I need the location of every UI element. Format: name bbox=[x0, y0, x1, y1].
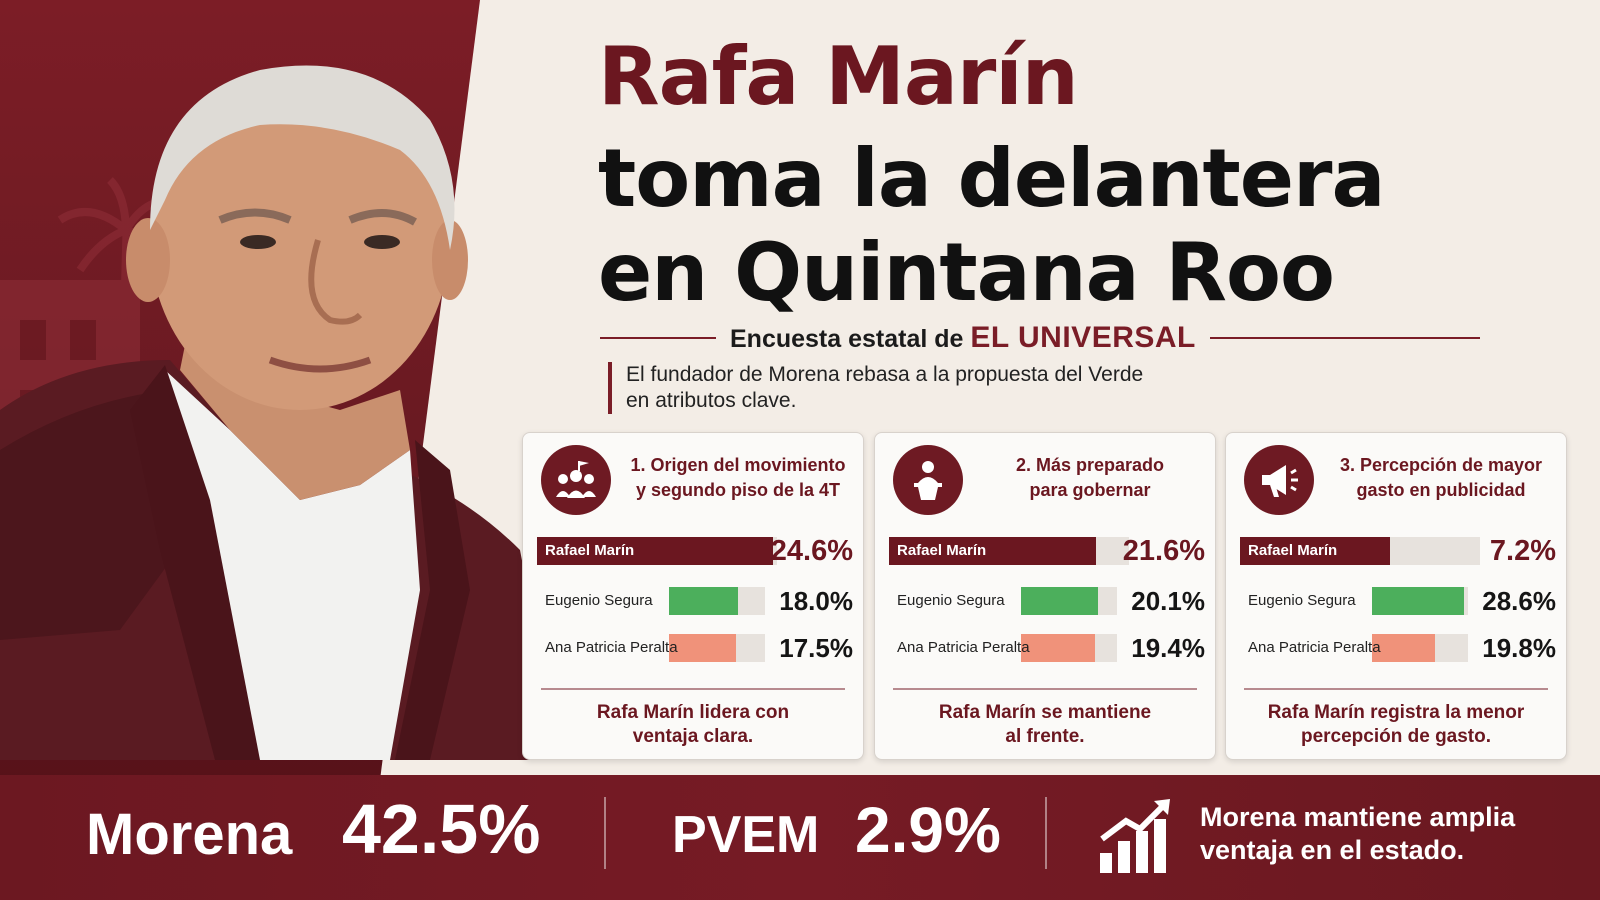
bar-row: Ana Patricia Peralta 19.4% bbox=[889, 630, 1205, 666]
bar bbox=[889, 537, 1096, 565]
banner-separator bbox=[1045, 797, 1047, 869]
megaphone-icon bbox=[1244, 445, 1314, 515]
card-title: 1. Origen del movimiento y segundo piso d… bbox=[621, 453, 855, 503]
lead-line-2: en atributos clave. bbox=[626, 389, 797, 412]
bar bbox=[1240, 537, 1390, 565]
card-note: Rafa Marín registra la menor percepción d… bbox=[1240, 701, 1552, 749]
card-note-line-1: Rafa Marín lidera con bbox=[596, 702, 790, 723]
card-title-line-2: y segundo piso de la 4T bbox=[635, 480, 841, 500]
bar-track bbox=[1372, 587, 1468, 615]
survey-card-origin: 1. Origen del movimiento y segundo piso d… bbox=[522, 432, 864, 760]
bar-row: Rafael Marín 7.2% bbox=[1240, 533, 1556, 569]
bar-value-label: 21.6% bbox=[1122, 535, 1205, 567]
lead-line-1: El fundador de Morena rebasa a la propue… bbox=[626, 363, 1144, 386]
card-divider bbox=[541, 688, 845, 690]
banner-note-line-1: Morena mantiene amplia bbox=[1200, 802, 1516, 832]
bar-value-label: 18.0% bbox=[779, 586, 853, 616]
bar-track bbox=[1021, 587, 1117, 615]
card-title-line-1: 1. Origen del movimiento bbox=[630, 455, 846, 475]
headline-line-2: toma la delantera bbox=[598, 132, 1385, 225]
candidate-name: Rafael Marín bbox=[897, 542, 987, 559]
headline-line-3: en Quintana Roo bbox=[598, 226, 1335, 319]
card-note-line-2: percepción de gasto. bbox=[1300, 726, 1492, 747]
bar-value-label: 19.4% bbox=[1131, 633, 1205, 663]
bar bbox=[1021, 587, 1098, 615]
candidate-name: Eugenio Segura bbox=[545, 592, 653, 609]
results-banner: Morena 42.5% PVEM 2.9% Morena mantiene a… bbox=[0, 775, 1600, 900]
bar-track bbox=[889, 537, 1129, 565]
lead-paragraph: El fundador de Morena rebasa a la propue… bbox=[608, 362, 1248, 414]
bar-row: Ana Patricia Peralta 19.8% bbox=[1240, 630, 1556, 666]
bar-value-label: 17.5% bbox=[779, 633, 853, 663]
bar-value-label: 20.1% bbox=[1131, 586, 1205, 616]
bar bbox=[1372, 634, 1435, 662]
candidate-name: Ana Patricia Peralta bbox=[1248, 639, 1381, 656]
bar-value-label: 24.6% bbox=[770, 535, 853, 567]
card-title: 2. Más preparado para gobernar bbox=[973, 453, 1207, 503]
subtitle-rule-left bbox=[600, 337, 716, 339]
subtitle-prefix: Encuesta estatal de bbox=[730, 325, 964, 353]
bar-track bbox=[669, 587, 765, 615]
bar bbox=[1372, 587, 1464, 615]
bar-value-label: 19.8% bbox=[1482, 633, 1556, 663]
card-note: Rafa Marín lidera con ventaja clara. bbox=[537, 701, 849, 749]
bar bbox=[669, 587, 738, 615]
bar-track bbox=[1240, 537, 1480, 565]
card-note-line-2: al frente. bbox=[1005, 726, 1085, 747]
bar-track bbox=[1021, 634, 1117, 662]
bar bbox=[669, 634, 736, 662]
bar-row: Eugenio Segura 28.6% bbox=[1240, 583, 1556, 619]
banner-note: Morena mantiene amplia ventaja en el est… bbox=[1200, 801, 1580, 867]
bar-row: Rafael Marín 21.6% bbox=[889, 533, 1205, 569]
subtitle: Encuesta estatal de EL UNIVERSAL bbox=[730, 321, 1196, 355]
morena-label: Morena bbox=[86, 802, 293, 867]
pvem-value: 2.9% bbox=[855, 794, 1001, 866]
card-title-line-2: gasto en publicidad bbox=[1356, 480, 1526, 500]
speaker-podium-icon bbox=[893, 445, 963, 515]
bar-row: Eugenio Segura 20.1% bbox=[889, 583, 1205, 619]
pvem-label: PVEM bbox=[672, 806, 820, 864]
people-flag-icon bbox=[541, 445, 611, 515]
candidate-portrait bbox=[0, 65, 560, 760]
card-title: 3. Percepción de mayor gasto en publicida… bbox=[1324, 453, 1558, 503]
bar-track bbox=[669, 634, 765, 662]
bar bbox=[1021, 634, 1095, 662]
card-divider bbox=[893, 688, 1197, 690]
card-title-line-2: para gobernar bbox=[1029, 480, 1151, 500]
card-note-line-1: Rafa Marín registra la menor bbox=[1267, 702, 1525, 723]
card-title-line-1: 3. Percepción de mayor bbox=[1339, 455, 1543, 475]
bar-value-label: 7.2% bbox=[1489, 535, 1556, 567]
card-note-line-1: Rafa Marín se mantiene bbox=[938, 702, 1152, 723]
survey-card-advertising: 3. Percepción de mayor gasto en publicida… bbox=[1225, 432, 1567, 760]
candidate-name: Eugenio Segura bbox=[897, 592, 1005, 609]
banner-separator bbox=[604, 797, 606, 869]
bar-row: Ana Patricia Peralta 17.5% bbox=[537, 630, 853, 666]
candidate-name: Rafael Marín bbox=[1248, 542, 1338, 559]
banner-note-line-2: ventaja en el estado. bbox=[1200, 835, 1465, 865]
bar bbox=[537, 537, 773, 565]
survey-card-prepared: 2. Más preparado para gobernar Rafael Marí… bbox=[874, 432, 1216, 760]
bar-value-label: 28.6% bbox=[1482, 586, 1556, 616]
card-note-line-2: ventaja clara. bbox=[632, 726, 754, 747]
subtitle-row: Encuesta estatal de EL UNIVERSAL bbox=[600, 318, 1480, 358]
candidate-name: Ana Patricia Peralta bbox=[897, 639, 1030, 656]
headline-candidate-name: Rafa Marín bbox=[598, 30, 1079, 123]
candidate-name: Eugenio Segura bbox=[1248, 592, 1356, 609]
bar-row: Rafael Marín 24.6% bbox=[537, 533, 853, 569]
subtitle-brand: EL UNIVERSAL bbox=[970, 321, 1196, 354]
morena-value: 42.5% bbox=[342, 790, 541, 868]
card-divider bbox=[1244, 688, 1548, 690]
card-title-line-1: 2. Más preparado bbox=[1015, 455, 1165, 475]
card-note: Rafa Marín se mantiene al frente. bbox=[889, 701, 1201, 749]
bar-track bbox=[1372, 634, 1468, 662]
bar-track bbox=[537, 537, 777, 565]
subtitle-rule-right bbox=[1209, 337, 1480, 339]
bar-row: Eugenio Segura 18.0% bbox=[537, 583, 853, 619]
growth-chart-icon bbox=[1100, 799, 1170, 873]
candidate-name: Rafael Marín bbox=[545, 542, 635, 559]
candidate-name: Ana Patricia Peralta bbox=[545, 639, 678, 656]
